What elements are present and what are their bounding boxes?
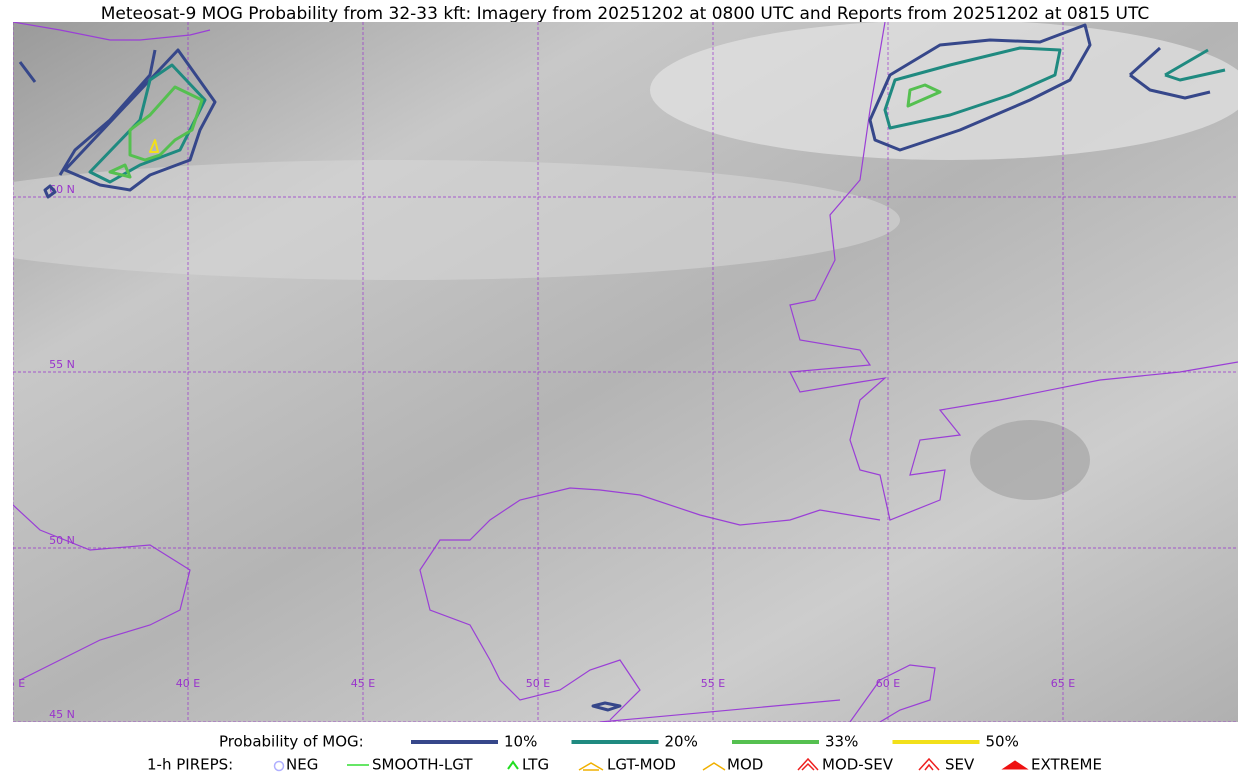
longitude-label: 40 E	[176, 677, 200, 690]
longitude-label: 65 E	[1051, 677, 1075, 690]
longitude-label: 55 E	[701, 677, 725, 690]
contour	[108, 83, 942, 179]
longitude-label: 60 E	[876, 677, 900, 690]
legend-item: NEG	[286, 756, 318, 774]
vortex	[970, 420, 1090, 500]
pirep-icon	[702, 762, 726, 771]
longitude-label: 50 E	[526, 677, 550, 690]
pirep-icon	[578, 762, 604, 771]
latitude-label: 45 N	[49, 708, 75, 721]
bright-band	[650, 22, 1238, 160]
contour	[149, 139, 159, 153]
map: 60 N55 N50 N45 N35 E 40 E 45 E 50 E 55 E 60 E…	[1, 22, 1238, 722]
title: Meteosat-9 MOG Probability from 32-33 kf…	[101, 4, 1150, 24]
legend-item: 10%	[504, 733, 537, 751]
longitude-label: 35 E	[1, 677, 25, 690]
legend-label: 1-h PIREPS:	[147, 756, 233, 774]
legend-item: MOD	[727, 756, 763, 774]
longitude-label: 45 E	[351, 677, 375, 690]
legend-item: LTG	[522, 756, 549, 774]
legend-item: 20%	[665, 733, 698, 751]
pirep-icon	[918, 757, 940, 771]
legend: Probability of MOG: 10% 20% 33% 50% 1-h PIREP…	[147, 733, 1102, 774]
pirep-icon	[273, 760, 285, 772]
legend-item: EXTREME	[1031, 756, 1102, 774]
legend-label: Probability of MOG:	[219, 733, 364, 751]
latitude-label: 50 N	[49, 534, 75, 547]
pirep-icon	[797, 757, 819, 771]
legend-item: SMOOTH-LGT	[372, 756, 473, 774]
contour	[18, 23, 1211, 712]
latitude-label: 55 N	[49, 358, 75, 371]
pirep-icon	[1001, 760, 1029, 770]
legend-item: LGT-MOD	[607, 756, 676, 774]
legend-item: 50%	[986, 733, 1019, 751]
legend-item: SEV	[945, 756, 975, 774]
probability-contours	[18, 23, 1226, 712]
legend-item: 33%	[825, 733, 858, 751]
bright-band	[13, 160, 900, 280]
pirep-icon	[507, 760, 519, 770]
legend-item: MOD-SEV	[822, 756, 894, 774]
